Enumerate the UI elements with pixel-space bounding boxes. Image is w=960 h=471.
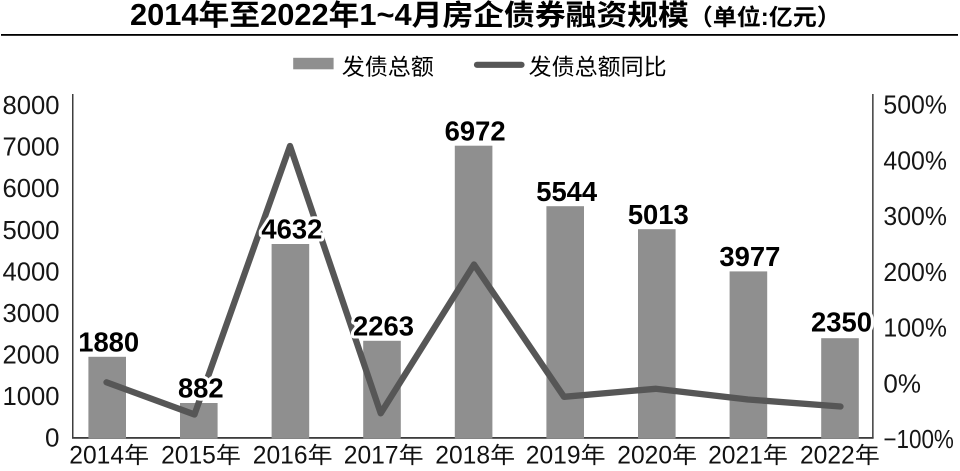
svg-text:5544: 5544	[536, 176, 598, 207]
svg-text:2017: 2017	[344, 442, 399, 469]
svg-text:7000: 7000	[3, 132, 60, 162]
svg-text:−100%: −100%	[883, 424, 954, 454]
svg-text:2000: 2000	[3, 340, 60, 370]
svg-text:400%: 400%	[883, 145, 947, 175]
svg-text:1000: 1000	[3, 381, 60, 411]
svg-text:200%: 200%	[883, 257, 947, 287]
svg-text:100%: 100%	[883, 313, 947, 343]
svg-text:8000: 8000	[3, 90, 60, 120]
svg-text:1880: 1880	[78, 326, 139, 357]
svg-text:2020: 2020	[617, 442, 672, 469]
svg-text:5013: 5013	[628, 199, 689, 230]
svg-text::: :	[761, 4, 769, 31]
svg-text:0: 0	[45, 423, 59, 453]
svg-text:2014: 2014	[130, 0, 199, 32]
svg-text:2014: 2014	[69, 442, 124, 469]
svg-text:2263: 2263	[353, 311, 414, 342]
svg-text:882: 882	[178, 372, 224, 403]
svg-text:500%: 500%	[883, 90, 947, 120]
svg-text:3977: 3977	[719, 241, 780, 272]
svg-text:2022: 2022	[800, 442, 855, 469]
svg-text:6972: 6972	[445, 115, 506, 146]
svg-text:2015: 2015	[161, 442, 216, 469]
svg-text:5000: 5000	[3, 215, 60, 245]
svg-text:4000: 4000	[3, 256, 60, 286]
svg-text:2022: 2022	[260, 0, 329, 32]
svg-text:6000: 6000	[3, 173, 60, 203]
svg-text:0%: 0%	[883, 368, 921, 398]
svg-text:2016: 2016	[253, 442, 308, 469]
svg-text:2018: 2018	[435, 442, 490, 469]
svg-text:2021: 2021	[708, 442, 763, 469]
svg-text:1~4: 1~4	[359, 0, 411, 32]
svg-text:2350: 2350	[811, 307, 872, 338]
svg-text:300%: 300%	[883, 201, 947, 231]
svg-text:2019: 2019	[526, 442, 581, 469]
svg-text:3000: 3000	[3, 298, 60, 328]
svg-text:4632: 4632	[261, 214, 322, 245]
